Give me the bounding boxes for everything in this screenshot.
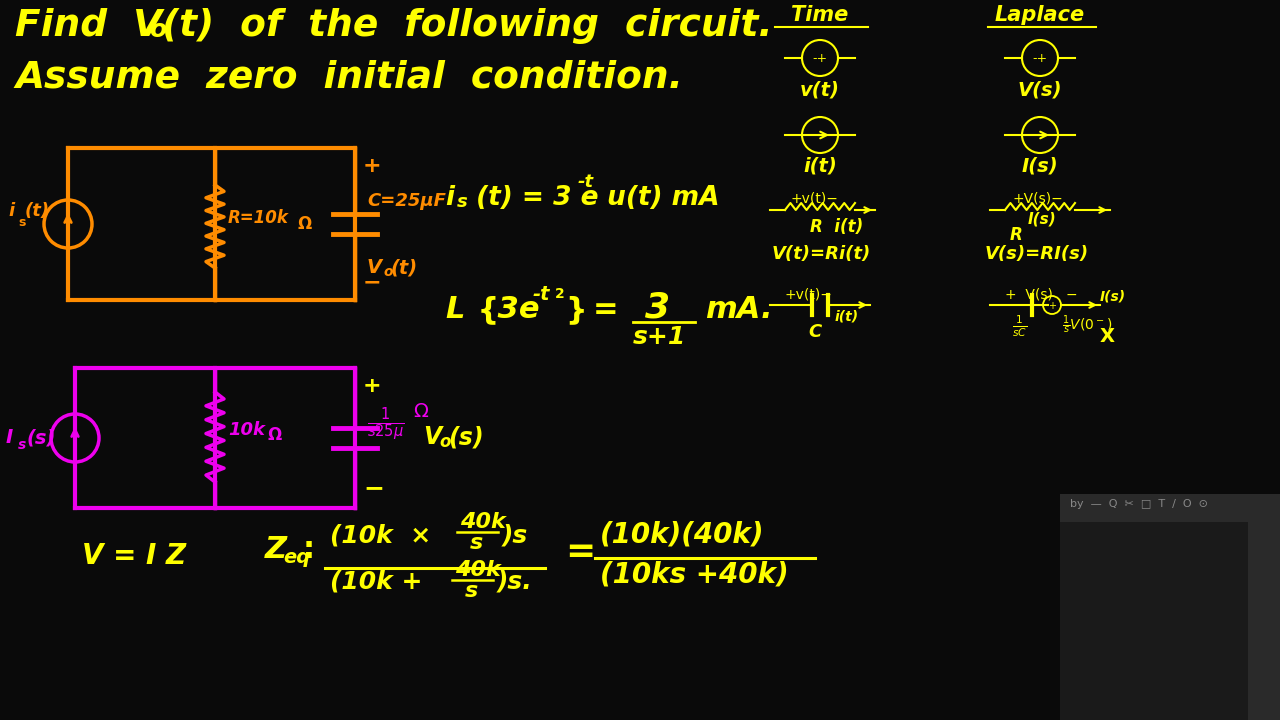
Text: $\Omega$: $\Omega$ [413, 402, 429, 421]
Text: (t)  of  the  following  circuit.: (t) of the following circuit. [163, 8, 773, 44]
Text: -+: -+ [812, 53, 827, 66]
Text: +: + [364, 376, 381, 396]
Text: C: C [808, 323, 822, 341]
Text: −: − [364, 272, 381, 292]
Text: V(s): V(s) [1018, 80, 1062, 99]
Text: R=10k: R=10k [228, 209, 289, 227]
Text: C=25μF: C=25μF [367, 192, 445, 210]
Text: s: s [465, 581, 479, 601]
Text: −: − [364, 476, 384, 500]
Text: )s.: )s. [497, 570, 532, 594]
Text: +: + [364, 156, 381, 176]
Text: +  V(s)   −: + V(s) − [1005, 287, 1078, 301]
Text: o: o [148, 18, 166, 42]
Text: +: + [1048, 301, 1056, 311]
Text: i(t): i(t) [835, 310, 859, 324]
Text: s: s [18, 438, 27, 452]
Text: (10k  ×: (10k × [330, 523, 431, 547]
Text: (t): (t) [390, 258, 419, 277]
Text: Ω: Ω [268, 426, 283, 444]
Text: (t) = 3 e: (t) = 3 e [467, 185, 599, 211]
Text: I(s): I(s) [1021, 157, 1059, 176]
Text: I: I [6, 428, 13, 447]
Text: Laplace: Laplace [995, 5, 1085, 25]
Text: V: V [367, 258, 383, 277]
Text: I(s): I(s) [1028, 212, 1057, 227]
Text: s+1: s+1 [634, 325, 686, 349]
Text: (10ks +40k): (10ks +40k) [600, 560, 788, 588]
Text: V: V [422, 425, 442, 449]
Text: V = I Z: V = I Z [82, 542, 186, 570]
Text: V(t)=Ri(t): V(t)=Ri(t) [772, 245, 872, 263]
Text: 40k: 40k [454, 560, 500, 580]
Bar [1060, 494, 1280, 522]
Text: Z: Z [265, 535, 287, 564]
Text: 10k: 10k [228, 421, 265, 439]
Text: 3: 3 [645, 290, 671, 324]
Bar [1060, 494, 1280, 720]
Text: eq: eq [283, 548, 310, 567]
Text: o: o [383, 265, 393, 279]
Text: i: i [8, 202, 14, 220]
Text: Find  V: Find V [15, 8, 163, 44]
Text: (s): (s) [448, 425, 484, 449]
Text: +V(s)−: +V(s)− [1012, 192, 1062, 206]
Text: s: s [470, 533, 484, 553]
Text: $\frac{1}{s}V(0^-)$: $\frac{1}{s}V(0^-)$ [1062, 313, 1112, 336]
Text: s: s [457, 193, 467, 211]
Text: (10k +: (10k + [330, 570, 422, 594]
Text: s: s [18, 216, 26, 229]
Text: Ω: Ω [298, 215, 312, 233]
Text: $\frac{1}{sC}$: $\frac{1}{sC}$ [1012, 313, 1027, 338]
Text: i(t): i(t) [803, 157, 837, 176]
Text: o: o [439, 433, 451, 451]
Text: L: L [445, 295, 465, 324]
Text: 2: 2 [556, 287, 564, 301]
Text: Time: Time [791, 5, 849, 25]
Text: by  —  Q  ✂  □  T  /  O  ⊙: by — Q ✂ □ T / O ⊙ [1070, 499, 1208, 509]
Text: :: : [303, 535, 315, 564]
Bar [1248, 494, 1280, 720]
Text: =: = [593, 295, 618, 324]
Text: )s: )s [502, 523, 529, 547]
Text: {: { [467, 295, 499, 324]
Text: $\frac{1}{s25\mu}$: $\frac{1}{s25\mu}$ [367, 405, 404, 443]
Text: }: } [564, 295, 586, 324]
Text: (s): (s) [26, 428, 55, 447]
Text: R  i(t): R i(t) [810, 218, 863, 236]
Text: +v(t)−: +v(t)− [790, 192, 838, 206]
Text: u(t) mA: u(t) mA [598, 185, 719, 211]
Text: i: i [445, 185, 454, 211]
Text: =: = [564, 535, 595, 569]
Text: +v(t)−: +v(t)− [785, 287, 833, 301]
Text: X: X [1100, 327, 1115, 346]
Text: Assume  zero  initial  condition.: Assume zero initial condition. [15, 60, 682, 96]
Text: (10k)(40k): (10k)(40k) [600, 520, 764, 548]
Text: -+: -+ [1032, 53, 1047, 66]
Text: (t): (t) [26, 202, 50, 220]
Text: -t: -t [532, 285, 550, 304]
Text: mA.: mA. [705, 295, 773, 324]
Text: 40k: 40k [460, 512, 506, 532]
Text: I(s): I(s) [1100, 290, 1126, 304]
Text: R: R [1010, 226, 1023, 244]
Text: -t: -t [579, 173, 594, 191]
Text: 3e: 3e [486, 295, 539, 324]
Text: V(s)=RI(s): V(s)=RI(s) [986, 245, 1089, 263]
Text: v(t): v(t) [800, 80, 840, 99]
